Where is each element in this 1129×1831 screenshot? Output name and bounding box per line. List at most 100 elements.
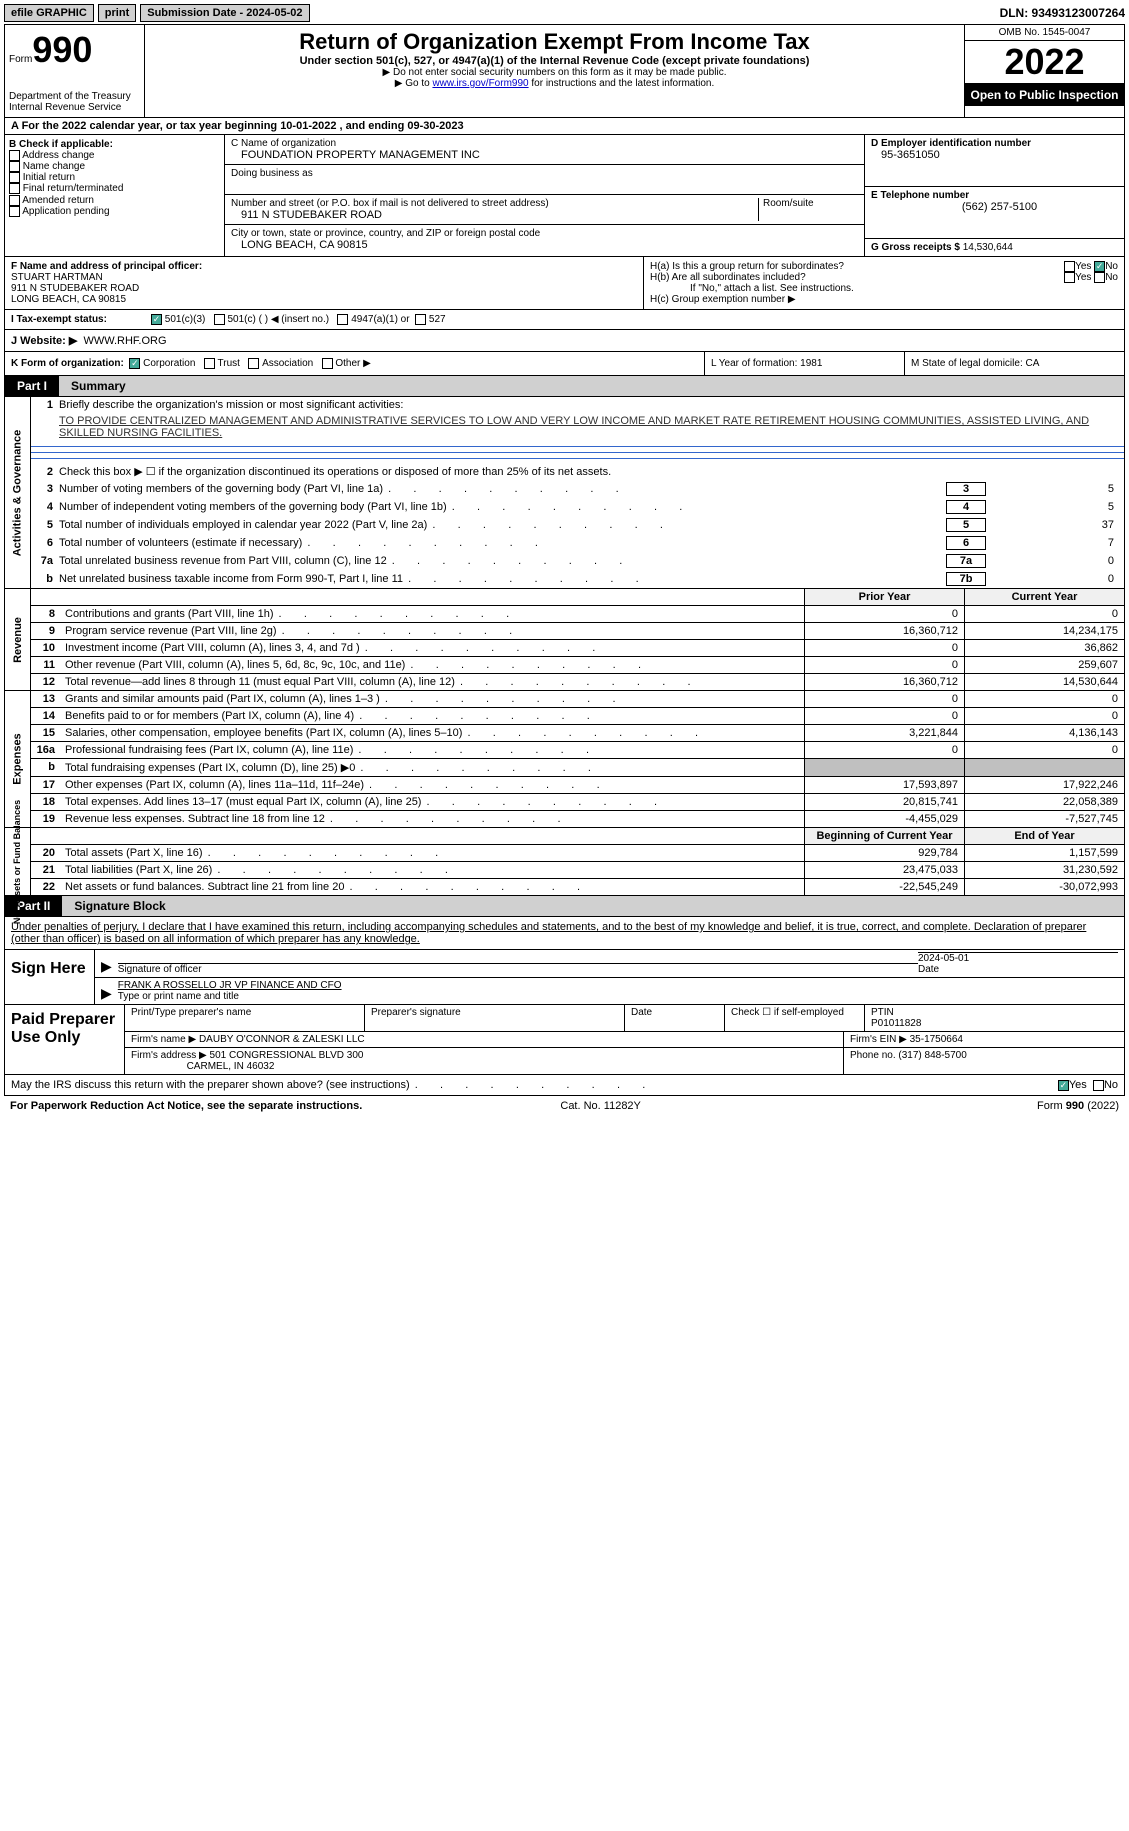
col-b-checkboxes: B Check if applicable: Address change Na… xyxy=(5,135,225,256)
dba-label: Doing business as xyxy=(231,168,858,179)
beg-value: 23,475,033 xyxy=(804,862,964,878)
line-value: 37 xyxy=(990,519,1120,531)
line-box: 7a xyxy=(946,554,986,568)
form-org-label: K Form of organization: xyxy=(11,358,124,369)
ein-label: D Employer identification number xyxy=(871,138,1118,149)
tel-label: E Telephone number xyxy=(871,190,1118,201)
current-value: 0 xyxy=(964,606,1124,622)
form-title: Return of Organization Exempt From Incom… xyxy=(149,29,960,55)
colb-checkbox[interactable] xyxy=(9,161,20,172)
table-row-text: Total fundraising expenses (Part IX, col… xyxy=(61,759,804,776)
line-text: Number of voting members of the governin… xyxy=(59,483,942,495)
current-value xyxy=(964,759,1124,776)
table-row-text: Total assets (Part X, line 16) xyxy=(61,845,804,861)
table-row-text: Other expenses (Part IX, column (A), lin… xyxy=(61,777,804,793)
current-value: 17,922,246 xyxy=(964,777,1124,793)
status-501c-checkbox[interactable] xyxy=(214,314,225,325)
current-value: 14,530,644 xyxy=(964,674,1124,690)
netassets-label: Net Assets or Fund Balances xyxy=(13,800,23,924)
form-number: 990 xyxy=(32,29,92,70)
ein-value: 95-3651050 xyxy=(871,149,1118,161)
k-trust-checkbox[interactable] xyxy=(204,358,215,369)
hc-label: H(c) Group exemption number ▶ xyxy=(650,294,1118,305)
discuss-yes-checkbox[interactable]: ✓ xyxy=(1058,1080,1069,1091)
line-text: Total number of individuals employed in … xyxy=(59,519,942,531)
dept-label: Department of the Treasury xyxy=(9,91,140,102)
line-box: 6 xyxy=(946,536,986,550)
sig-officer-label: Signature of officer xyxy=(118,964,202,975)
prior-value: 0 xyxy=(804,606,964,622)
arrow-icon: ▶ xyxy=(101,958,112,975)
part1-header: Part I xyxy=(5,376,59,396)
footer-left: For Paperwork Reduction Act Notice, see … xyxy=(10,1100,362,1112)
revenue-label: Revenue xyxy=(12,617,24,663)
current-value: 14,234,175 xyxy=(964,623,1124,639)
k-other-checkbox[interactable] xyxy=(322,358,333,369)
prior-value: 3,221,844 xyxy=(804,725,964,741)
irs-label: Internal Revenue Service xyxy=(9,102,140,113)
prior-value: 0 xyxy=(804,708,964,724)
colb-checkbox[interactable] xyxy=(9,195,20,206)
prior-value: 0 xyxy=(804,691,964,707)
line-value: 0 xyxy=(990,573,1120,585)
firm-addr2: CARMEL, IN 46032 xyxy=(187,1061,275,1072)
ptin-value: P01011828 xyxy=(871,1018,921,1029)
current-year-hdr: Current Year xyxy=(964,589,1124,605)
form-id-box: Form990 Department of the Treasury Inter… xyxy=(5,25,145,117)
colb-checkbox[interactable] xyxy=(9,172,20,183)
ha-yes-checkbox[interactable] xyxy=(1064,261,1075,272)
dln-label: DLN: 93493123007264 xyxy=(1000,6,1125,20)
table-row-text: Contributions and grants (Part VIII, lin… xyxy=(61,606,804,622)
table-row-text: Salaries, other compensation, employee b… xyxy=(61,725,804,741)
sign-date: 2024-05-01 xyxy=(918,953,969,964)
efile-button[interactable]: efile GRAPHIC xyxy=(4,4,94,22)
penalty-text: Under penalties of perjury, I declare th… xyxy=(4,917,1125,950)
prior-year-hdr: Prior Year xyxy=(804,589,964,605)
hb-no-checkbox[interactable] xyxy=(1094,272,1105,283)
table-row-text: Total liabilities (Part X, line 26) xyxy=(61,862,804,878)
org-city: LONG BEACH, CA 90815 xyxy=(231,239,858,251)
form-note1: ▶ Do not enter social security numbers o… xyxy=(149,67,960,78)
org-name: FOUNDATION PROPERTY MANAGEMENT INC xyxy=(231,149,858,161)
table-row-text: Total revenue—add lines 8 through 11 (mu… xyxy=(61,674,804,690)
discuss-text: May the IRS discuss this return with the… xyxy=(11,1079,1058,1091)
table-row-text: Benefits paid to or for members (Part IX… xyxy=(61,708,804,724)
line-value: 0 xyxy=(990,555,1120,567)
prior-value xyxy=(804,759,964,776)
print-button[interactable]: print xyxy=(98,4,136,22)
gross-value: 14,530,644 xyxy=(963,242,1013,253)
prior-value: 0 xyxy=(804,657,964,673)
row-a-calendar: A For the 2022 calendar year, or tax yea… xyxy=(4,118,1125,135)
hb-yes-checkbox[interactable] xyxy=(1064,272,1075,283)
irs-link[interactable]: www.irs.gov/Form990 xyxy=(432,78,528,89)
signer-name: FRANK A ROSSELLO JR VP FINANCE AND CFO xyxy=(118,980,342,991)
tax-year: 2022 xyxy=(965,41,1124,84)
current-value: 4,136,143 xyxy=(964,725,1124,741)
colb-checkbox[interactable] xyxy=(9,150,20,161)
line-text: Number of independent voting members of … xyxy=(59,501,942,513)
mission-text: TO PROVIDE CENTRALIZED MANAGEMENT AND AD… xyxy=(59,415,1120,439)
k-corp-checkbox[interactable]: ✓ xyxy=(129,358,140,369)
status-527-checkbox[interactable] xyxy=(415,314,426,325)
prior-value: 16,360,712 xyxy=(804,623,964,639)
ha-no-checkbox[interactable]: ✓ xyxy=(1094,261,1105,272)
tax-status-label: I Tax-exempt status: xyxy=(11,314,151,325)
discuss-no-checkbox[interactable] xyxy=(1093,1080,1104,1091)
prior-value: 17,593,897 xyxy=(804,777,964,793)
sign-here-label: Sign Here xyxy=(5,950,95,1004)
line-text: Total unrelated business revenue from Pa… xyxy=(59,555,942,567)
status-4947-checkbox[interactable] xyxy=(337,314,348,325)
officer-label: F Name and address of principal officer: xyxy=(11,261,202,272)
state-domicile: M State of legal domicile: CA xyxy=(904,352,1124,375)
colb-checkbox[interactable] xyxy=(9,183,20,194)
colb-checkbox[interactable] xyxy=(9,206,20,217)
line-box: 5 xyxy=(946,518,986,532)
website-value: WWW.RHF.ORG xyxy=(83,335,166,347)
beg-value: -22,545,249 xyxy=(804,879,964,895)
prior-value: 20,815,741 xyxy=(804,794,964,810)
org-name-label: C Name of organization xyxy=(231,138,858,149)
k-assoc-checkbox[interactable] xyxy=(248,358,259,369)
line-box: 7b xyxy=(946,572,986,586)
status-501c3-checkbox[interactable]: ✓ xyxy=(151,314,162,325)
room-suite-label: Room/suite xyxy=(758,198,858,221)
